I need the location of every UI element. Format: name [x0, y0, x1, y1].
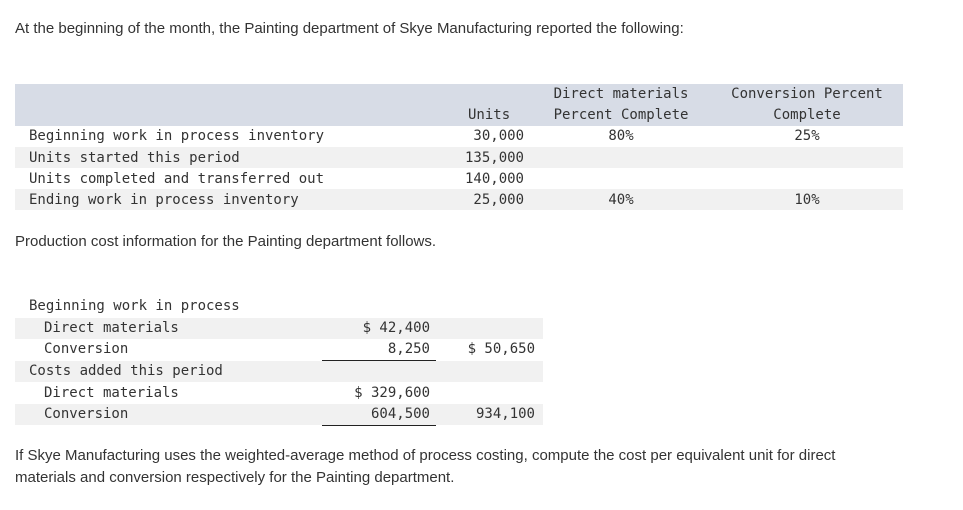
bwip-heading: Beginning work in process — [29, 298, 240, 314]
row-dm-percent: 80% — [608, 128, 634, 144]
units-column-header: Units — [468, 107, 511, 123]
conv-column-header-line1: Conversion Percent — [731, 86, 883, 102]
added-total: 934,100 — [475, 406, 535, 422]
added-dm-value: $ 329,600 — [354, 385, 430, 401]
conv-column-header-line2: Complete — [773, 107, 841, 123]
units-table-row-band — [15, 189, 903, 210]
units-table-row-band — [15, 147, 903, 168]
added-dm-label: Direct materials — [44, 385, 179, 401]
cost-table-row-band — [15, 361, 543, 382]
bwip-dm-value: $ 42,400 — [362, 320, 430, 336]
row-label: Units started this period — [29, 150, 240, 166]
bwip-conv-value: 8,250 — [387, 341, 430, 357]
row-label: Units completed and transferred out — [29, 171, 325, 187]
row-units: 140,000 — [464, 171, 524, 187]
dm-column-header-line2: Percent Complete — [553, 107, 689, 123]
bwip-conv-label: Conversion — [44, 341, 129, 357]
subtotal-underline — [322, 425, 436, 426]
row-conv-percent: 10% — [794, 192, 820, 208]
cost-table-row-band — [15, 318, 543, 339]
intro-text: At the beginning of the month, the Paint… — [15, 20, 684, 37]
row-units: 25,000 — [473, 192, 524, 208]
row-label: Ending work in process inventory — [29, 192, 299, 208]
row-conv-percent: 25% — [794, 128, 820, 144]
added-conv-value: 604,500 — [370, 406, 430, 422]
row-label: Beginning work in process inventory — [29, 128, 325, 144]
subtotal-underline — [322, 360, 436, 361]
cost-table-row-band — [15, 404, 543, 425]
question-line-2: materials and conversion respectively fo… — [15, 469, 455, 486]
row-dm-percent: 40% — [608, 192, 634, 208]
units-table-header-band — [15, 84, 903, 126]
row-units: 30,000 — [473, 128, 524, 144]
bwip-total: $ 50,650 — [467, 341, 535, 357]
added-conv-label: Conversion — [44, 406, 129, 422]
question-line-1: If Skye Manufacturing uses the weighted-… — [15, 447, 836, 464]
dm-column-header-line1: Direct materials — [553, 86, 689, 102]
added-heading: Costs added this period — [29, 363, 223, 379]
row-units: 135,000 — [464, 150, 524, 166]
cost-intro-text: Production cost information for the Pain… — [15, 233, 437, 250]
bwip-dm-label: Direct materials — [44, 320, 179, 336]
